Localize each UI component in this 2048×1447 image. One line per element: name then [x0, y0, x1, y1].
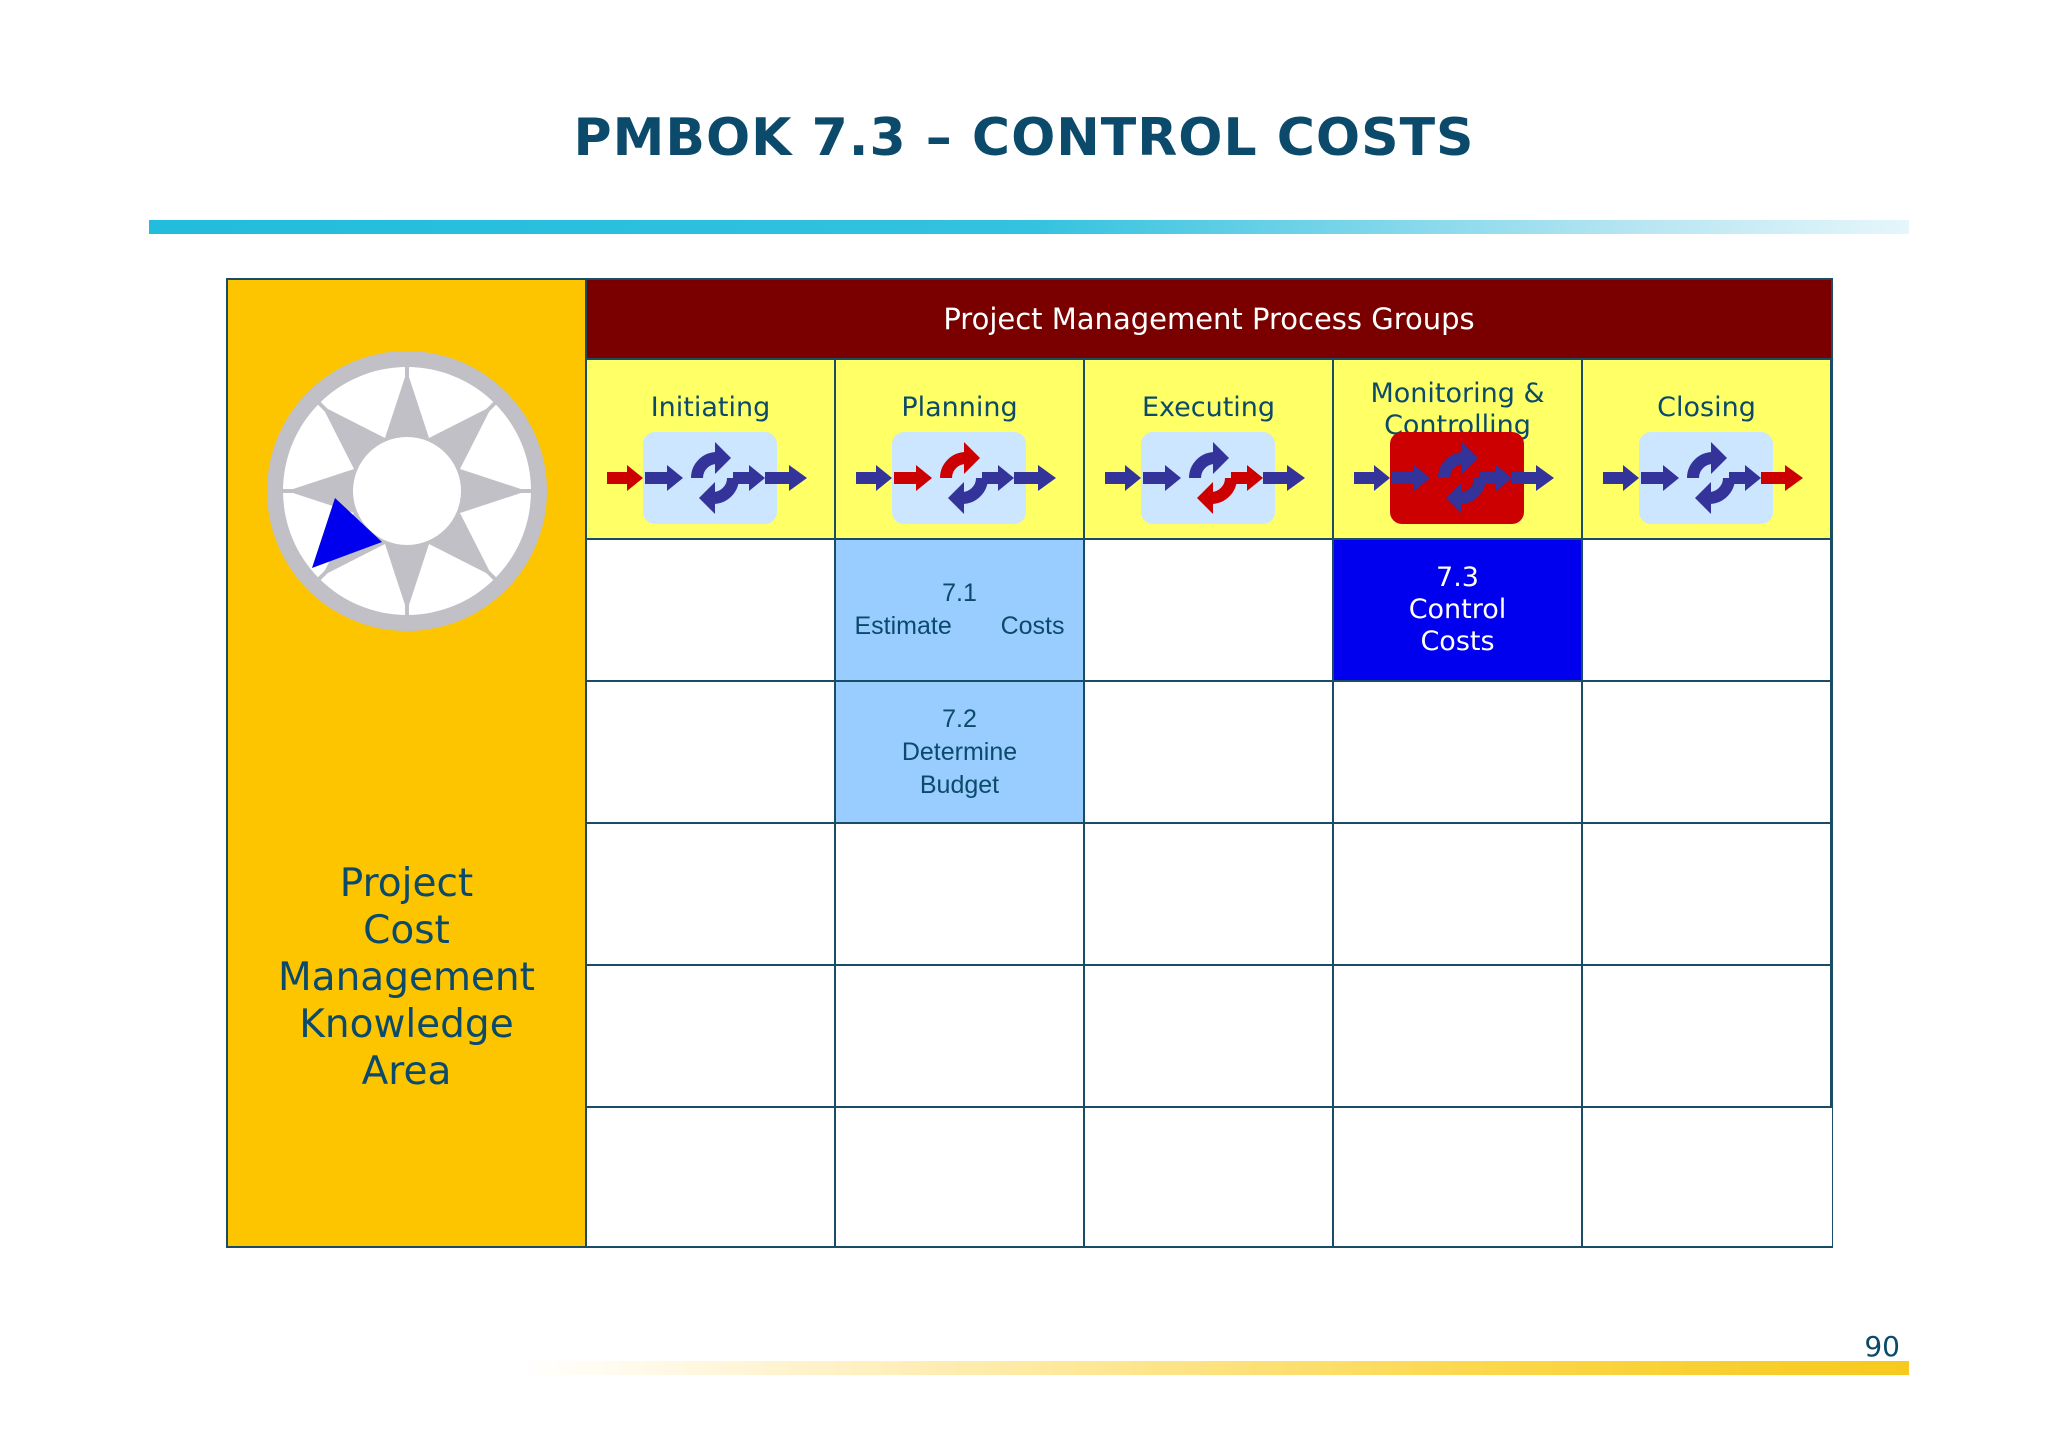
process-group-planning: Planning	[836, 360, 1085, 540]
process-number: 7.3	[1436, 562, 1479, 593]
process-group-label: Initiating	[650, 392, 771, 423]
process-group-label: Planning	[901, 392, 1018, 423]
footer-rule	[520, 1361, 1909, 1375]
process-group-label: Executing	[1141, 392, 1276, 423]
process-cycle-icon	[1603, 432, 1803, 524]
process-group-label: Closing	[1657, 392, 1756, 423]
knowledge-area-panel: Project Cost Management Knowledge Area	[228, 280, 587, 1246]
process-number: 7.1	[942, 579, 977, 607]
empty-cell	[1085, 824, 1334, 966]
process-cycle-icon	[856, 432, 1056, 524]
empty-cell	[1334, 966, 1583, 1108]
process-word: Costs	[1420, 626, 1495, 657]
process-group-executing: Executing	[1085, 360, 1334, 540]
process-cycle-icon	[607, 432, 807, 524]
knowledge-area-line: Management	[278, 955, 535, 1000]
process-group-monitoring-controlling: Monitoring & Controlling	[1334, 360, 1583, 540]
empty-cell	[587, 1108, 836, 1246]
knowledge-area-label: Project Cost Management Knowledge Area	[228, 860, 585, 1095]
empty-cell	[1583, 1108, 1832, 1246]
process-number: 7.2	[942, 704, 977, 733]
empty-cell	[1334, 1108, 1583, 1246]
slide-title: PMBOK 7.3 – CONTROL COSTS	[573, 108, 1475, 168]
title-underline	[149, 220, 1909, 234]
empty-cell	[587, 966, 836, 1108]
process-7-1-estimate-costs: 7.1 Estimate Costs	[836, 540, 1085, 682]
process-cycle-icon	[1105, 432, 1305, 524]
empty-cell	[1085, 682, 1334, 824]
process-word: Costs	[1000, 612, 1065, 640]
knowledge-area-line: Project	[339, 861, 474, 906]
empty-cell	[1085, 540, 1334, 682]
empty-cell	[587, 540, 836, 682]
knowledge-area-line: Area	[361, 1049, 452, 1094]
empty-cell	[1334, 824, 1583, 966]
empty-cell	[1583, 966, 1832, 1108]
empty-cell	[587, 682, 836, 824]
empty-cell	[1085, 966, 1334, 1108]
empty-cell	[836, 1108, 1085, 1246]
process-cycle-icon	[1354, 432, 1554, 524]
knowledge-area-line: Knowledge	[299, 1002, 514, 1047]
process-groups-header: Project Management Process Groups	[587, 280, 1831, 360]
empty-cell	[1085, 1108, 1334, 1246]
empty-cell	[1583, 682, 1832, 824]
process-matrix: Project Cost Management Knowledge Area P…	[226, 278, 1833, 1248]
empty-cell	[836, 824, 1085, 966]
compass-rose-icon	[267, 351, 547, 631]
empty-cell	[1334, 682, 1583, 824]
knowledge-area-line: Cost	[363, 908, 450, 953]
process-group-initiating: Initiating	[587, 360, 836, 540]
process-word: Estimate	[854, 612, 952, 640]
empty-cell	[1583, 540, 1832, 682]
process-7-2-determine-budget: 7.2 Determine Budget	[836, 682, 1085, 824]
empty-cell	[587, 824, 836, 966]
process-7-3-control-costs: 7.3 Control Costs	[1334, 540, 1583, 682]
process-group-closing: Closing	[1583, 360, 1832, 540]
process-word: Budget	[919, 770, 1000, 799]
empty-cell	[836, 966, 1085, 1108]
empty-cell	[1583, 824, 1832, 966]
process-word: Determine	[901, 737, 1018, 766]
process-word: Control	[1408, 594, 1507, 625]
page-number: 90	[1864, 1330, 1900, 1363]
